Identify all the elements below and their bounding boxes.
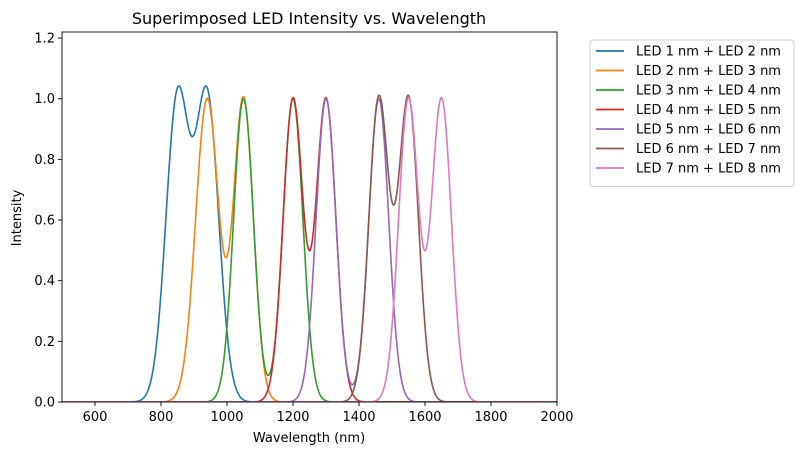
series-line xyxy=(62,96,557,402)
x-tick-label: 1200 xyxy=(276,410,309,425)
legend-label: LED 1 nm + LED 2 nm xyxy=(636,45,781,60)
series-line xyxy=(62,97,557,402)
legend-label: LED 2 nm + LED 3 nm xyxy=(636,64,781,79)
y-tick-label: 1.0 xyxy=(34,92,55,107)
axes-frame xyxy=(61,31,558,403)
x-tick-label: 1800 xyxy=(474,410,507,425)
x-axis-label: Wavelength (nm) xyxy=(253,431,365,446)
series-line xyxy=(62,95,557,402)
legend-label: LED 6 nm + LED 7 nm xyxy=(636,142,781,157)
y-tick-label: 1.2 xyxy=(34,32,55,47)
legend-label: LED 3 nm + LED 4 nm xyxy=(636,84,781,99)
chart-title: Superimposed LED Intensity vs. Wavelengt… xyxy=(132,9,486,28)
legend-label: LED 4 nm + LED 5 nm xyxy=(636,103,781,118)
x-tick-label: 1400 xyxy=(342,410,375,425)
legend-label: LED 5 nm + LED 6 nm xyxy=(636,123,781,138)
y-tick-label: 0.4 xyxy=(34,274,55,289)
x-tick-label: 2000 xyxy=(540,410,573,425)
plot-area: 600 800 1000 1200 1400 1600 1800 2000 0.0 0.2 0.4 0… xyxy=(34,31,574,425)
legend-label: LED 7 nm + LED 8 nm xyxy=(636,162,781,177)
x-tick-label: 1000 xyxy=(210,410,243,425)
y-tick-label: 0.0 xyxy=(34,396,55,411)
y-tick-label: 0.2 xyxy=(34,335,55,350)
y-tick-label: 0.8 xyxy=(34,153,55,168)
y-axis-label: Intensity xyxy=(10,189,25,246)
series-line xyxy=(62,85,557,402)
x-tick-label: 600 xyxy=(83,410,108,425)
y-tick-label: 0.6 xyxy=(34,214,55,229)
legend-box xyxy=(589,39,795,187)
x-tick-label: 1600 xyxy=(408,410,441,425)
series-lines xyxy=(62,85,557,402)
series-line xyxy=(62,94,557,402)
legend: LED 1 nm + LED 2 nm LED 2 nm + LED 3 nm LE… xyxy=(589,39,795,187)
x-tick-label: 800 xyxy=(149,410,174,425)
series-line xyxy=(62,96,557,402)
